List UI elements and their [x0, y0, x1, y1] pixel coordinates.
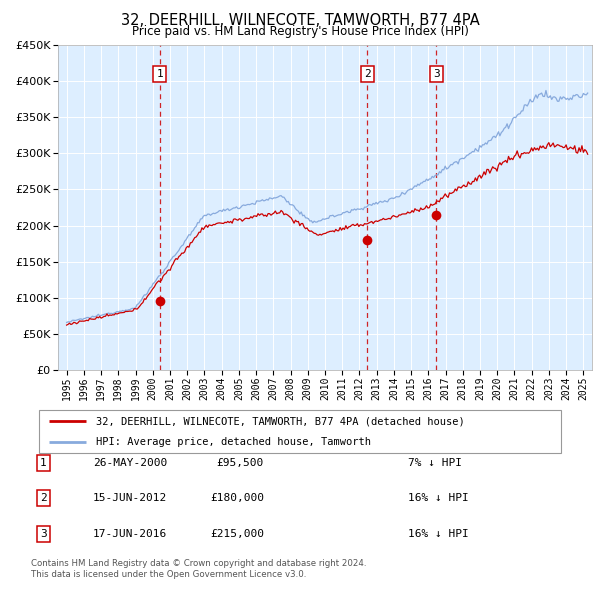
- Text: £180,000: £180,000: [210, 493, 264, 503]
- Text: 2: 2: [40, 493, 47, 503]
- Text: This data is licensed under the Open Government Licence v3.0.: This data is licensed under the Open Gov…: [31, 571, 307, 579]
- Text: 16% ↓ HPI: 16% ↓ HPI: [408, 493, 469, 503]
- Text: 1: 1: [156, 69, 163, 79]
- Text: 2: 2: [364, 69, 371, 79]
- Text: 3: 3: [40, 529, 47, 539]
- Text: 32, DEERHILL, WILNECOTE, TAMWORTH, B77 4PA (detached house): 32, DEERHILL, WILNECOTE, TAMWORTH, B77 4…: [97, 417, 465, 426]
- Text: 15-JUN-2012: 15-JUN-2012: [93, 493, 167, 503]
- Text: 3: 3: [433, 69, 440, 79]
- Text: £95,500: £95,500: [217, 458, 264, 468]
- FancyBboxPatch shape: [39, 410, 561, 453]
- Text: Contains HM Land Registry data © Crown copyright and database right 2024.: Contains HM Land Registry data © Crown c…: [31, 559, 367, 568]
- Text: £215,000: £215,000: [210, 529, 264, 539]
- Text: 17-JUN-2016: 17-JUN-2016: [93, 529, 167, 539]
- Text: HPI: Average price, detached house, Tamworth: HPI: Average price, detached house, Tamw…: [97, 437, 371, 447]
- Text: 7% ↓ HPI: 7% ↓ HPI: [408, 458, 462, 468]
- Text: 16% ↓ HPI: 16% ↓ HPI: [408, 529, 469, 539]
- Text: 32, DEERHILL, WILNECOTE, TAMWORTH, B77 4PA: 32, DEERHILL, WILNECOTE, TAMWORTH, B77 4…: [121, 13, 479, 28]
- Text: Price paid vs. HM Land Registry's House Price Index (HPI): Price paid vs. HM Land Registry's House …: [131, 25, 469, 38]
- Text: 26-MAY-2000: 26-MAY-2000: [93, 458, 167, 468]
- Text: 1: 1: [40, 458, 47, 468]
